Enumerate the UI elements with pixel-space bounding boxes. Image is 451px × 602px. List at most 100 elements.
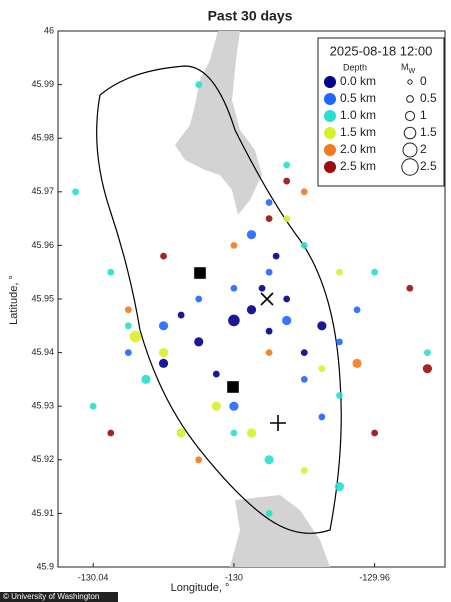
earthquake bbox=[265, 510, 273, 517]
credit: © University of Washington bbox=[3, 592, 99, 601]
earthquake bbox=[406, 284, 414, 292]
earthquake bbox=[282, 315, 292, 326]
earthquake bbox=[89, 402, 97, 410]
y-axis-label: Latitude, ° bbox=[8, 275, 20, 325]
size-subscript: W bbox=[408, 68, 415, 75]
earthquake bbox=[107, 268, 115, 276]
earthquake bbox=[336, 392, 343, 399]
earthquake bbox=[265, 199, 273, 206]
earthquake bbox=[300, 242, 308, 249]
legend-size-title: MW bbox=[401, 62, 416, 74]
earthquake bbox=[158, 348, 169, 358]
y-tick-label: 45.99 bbox=[31, 79, 54, 89]
legend-swatch bbox=[324, 76, 336, 88]
land bbox=[175, 31, 330, 567]
station-markers bbox=[194, 267, 286, 431]
caldera-outline bbox=[96, 94, 271, 521]
x-tick-label: -129.96 bbox=[359, 572, 390, 582]
earthquake bbox=[158, 358, 169, 368]
earthquake bbox=[371, 429, 379, 437]
legend-depth-title: Depth bbox=[343, 62, 367, 72]
earthquake bbox=[283, 295, 291, 303]
earthquake bbox=[176, 428, 186, 438]
earthquake bbox=[124, 349, 132, 356]
earthquake bbox=[300, 467, 308, 474]
legend-swatch bbox=[324, 144, 336, 156]
earthquake bbox=[246, 305, 257, 315]
earthquake bbox=[211, 401, 221, 411]
earthquake bbox=[228, 314, 240, 327]
legend-label: 2.5 km bbox=[340, 159, 376, 173]
y-tick-label: 45.93 bbox=[31, 401, 54, 411]
earthquake bbox=[212, 370, 220, 378]
earthquake bbox=[272, 252, 280, 260]
size-legend-label: 0.5 bbox=[420, 91, 437, 105]
earthquake bbox=[177, 311, 185, 319]
earthquake bbox=[300, 188, 308, 196]
y-tick-label: 45.94 bbox=[31, 347, 54, 357]
credit-bar bbox=[0, 592, 118, 602]
legend-title: 2025-08-18 12:00 bbox=[330, 43, 433, 58]
earthquake bbox=[72, 188, 79, 196]
earthquake bbox=[230, 284, 238, 292]
size-legend-label: 1 bbox=[420, 108, 427, 122]
earthquake bbox=[334, 482, 345, 492]
size-legend-label: 0 bbox=[420, 74, 427, 88]
y-tick-label: 45.96 bbox=[31, 240, 54, 250]
x-axis-label: Longitude, ° bbox=[171, 582, 230, 594]
earthquake bbox=[264, 455, 274, 465]
earthquake bbox=[265, 327, 273, 335]
earthquake bbox=[283, 215, 291, 223]
earthquake bbox=[258, 284, 266, 292]
size-legend-mark bbox=[402, 142, 418, 158]
earthquake bbox=[195, 81, 203, 88]
earthquake bbox=[265, 268, 273, 276]
legend-swatch bbox=[324, 93, 336, 105]
legend-box bbox=[317, 37, 445, 187]
size-legend-mark bbox=[406, 95, 414, 103]
earthquake bbox=[230, 429, 238, 437]
earthquake bbox=[352, 358, 362, 368]
earthquake bbox=[283, 161, 291, 169]
y-tick-label: 45.95 bbox=[31, 293, 54, 303]
chart-title: Past 30 days bbox=[208, 8, 293, 24]
earthquake bbox=[318, 365, 326, 373]
earthquake bbox=[371, 268, 379, 276]
earthquake bbox=[129, 330, 142, 343]
legend-label: 1.0 km bbox=[340, 108, 376, 122]
legend-label: 0.0 km bbox=[340, 74, 376, 88]
y-tick-label: 45.98 bbox=[31, 133, 54, 143]
earthquake bbox=[246, 230, 257, 240]
earthquake bbox=[124, 306, 132, 314]
earthquake bbox=[265, 349, 273, 356]
earthquake bbox=[424, 349, 431, 356]
size-legend-mark bbox=[401, 158, 419, 176]
size-title: M bbox=[401, 62, 409, 72]
size-legend-label: 2 bbox=[420, 142, 427, 156]
y-tick-label: 45.9 bbox=[36, 561, 54, 571]
y-tick-label: 45.92 bbox=[31, 454, 54, 464]
legend-swatch bbox=[324, 110, 336, 122]
earthquake bbox=[229, 401, 239, 411]
earthquake bbox=[318, 413, 326, 421]
y-tick-label: 45.91 bbox=[31, 508, 54, 518]
x-tick-label: -130.04 bbox=[78, 572, 109, 582]
size-legend-label: 2.5 bbox=[420, 159, 437, 173]
legend-label: 2.0 km bbox=[340, 142, 376, 156]
y-tick-label: 45.97 bbox=[31, 186, 54, 196]
earthquake bbox=[317, 321, 327, 331]
size-legend-mark bbox=[407, 79, 413, 85]
earthquake bbox=[194, 337, 204, 347]
size-legend-mark bbox=[404, 110, 416, 122]
earthquake bbox=[353, 306, 361, 314]
size-legend-label: 1.5 bbox=[420, 125, 437, 139]
earthquake bbox=[230, 242, 238, 249]
earthquake bbox=[265, 215, 273, 223]
earthquake bbox=[422, 364, 433, 374]
legend-label: 0.5 km bbox=[340, 91, 376, 105]
earthquake bbox=[158, 321, 169, 331]
earthquake bbox=[124, 322, 132, 330]
earthquake bbox=[246, 428, 257, 438]
earthquake bbox=[195, 295, 203, 303]
earthquake bbox=[336, 338, 343, 346]
